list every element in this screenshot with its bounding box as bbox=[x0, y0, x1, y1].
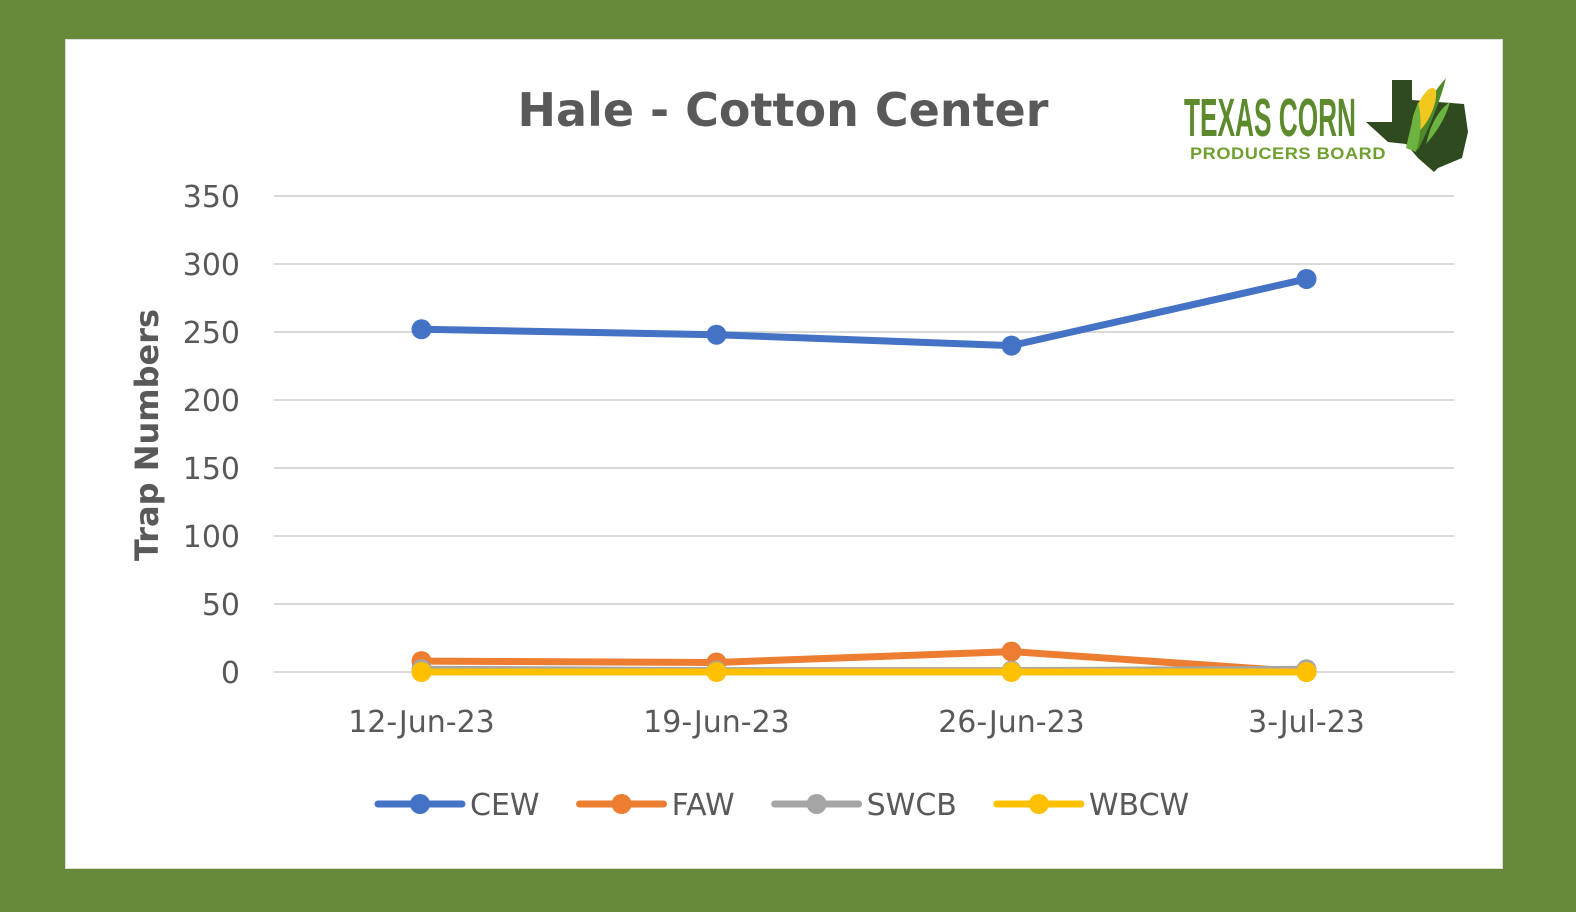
data-point-cew bbox=[1296, 268, 1317, 289]
corn-cob-icon bbox=[1406, 78, 1450, 152]
y-tick-label: 150 bbox=[183, 452, 240, 487]
legend-label: FAW bbox=[672, 788, 735, 823]
series-line-faw bbox=[418, 648, 1310, 676]
x-tick-label: 26-Jun-23 bbox=[938, 705, 1085, 740]
x-tick-label: 12-Jun-23 bbox=[348, 705, 495, 740]
y-axis-label: Trap Numbers bbox=[128, 309, 166, 561]
legend-item-cew: CEW bbox=[374, 788, 540, 823]
data-point-wbcw bbox=[1296, 662, 1317, 682]
y-tick-label: 250 bbox=[183, 316, 240, 351]
data-point-wbcw bbox=[1001, 662, 1022, 682]
data-point-cew bbox=[1001, 335, 1022, 356]
chart-card: Hale - Cotton Center TEXAS CORN PRODUCER… bbox=[66, 40, 1502, 868]
data-point-cew bbox=[706, 324, 727, 345]
data-point-wbcw bbox=[411, 662, 432, 682]
logo-line-2: PRODUCERS BOARD bbox=[1190, 144, 1386, 163]
y-axis-ticks: 0 50 100 150 200 250 300 350 bbox=[183, 180, 240, 691]
y-tick-label: 0 bbox=[221, 656, 240, 691]
y-tick-label: 50 bbox=[202, 588, 240, 623]
data-point-faw bbox=[1001, 641, 1022, 662]
texas-corn-producers-board-logo: TEXAS CORN PRODUCERS BOARD bbox=[1184, 78, 1468, 172]
legend-swatch-marker bbox=[410, 794, 430, 814]
data-point-wbcw bbox=[706, 662, 727, 682]
legend: CEW FAW SWCB WBCW bbox=[374, 788, 1189, 823]
line-chart: Hale - Cotton Center TEXAS CORN PRODUCER… bbox=[128, 78, 1468, 823]
legend-swatch-marker bbox=[806, 794, 827, 814]
logo-line-1: TEXAS CORN bbox=[1184, 88, 1356, 148]
legend-swatch-marker bbox=[1028, 794, 1049, 814]
legend-item-faw: FAW bbox=[576, 788, 735, 823]
x-axis-ticks: 12-Jun-23 19-Jun-23 26-Jun-23 3-Jul-23 bbox=[348, 705, 1365, 740]
legend-item-wbcw: WBCW bbox=[993, 788, 1189, 823]
y-tick-label: 300 bbox=[183, 248, 240, 283]
data-point-cew bbox=[411, 319, 432, 340]
legend-label: WBCW bbox=[1089, 788, 1189, 823]
x-tick-label: 19-Jun-23 bbox=[643, 705, 790, 740]
legend-label: CEW bbox=[470, 788, 540, 823]
chart-title: Hale - Cotton Center bbox=[518, 83, 1049, 137]
legend-swatch-marker bbox=[611, 794, 632, 814]
y-tick-label: 100 bbox=[183, 520, 240, 555]
legend-label: SWCB bbox=[867, 788, 957, 823]
gridlines bbox=[274, 195, 1454, 673]
series-faw bbox=[411, 641, 1317, 682]
legend-item-swcb: SWCB bbox=[771, 788, 957, 823]
series-wbcw bbox=[411, 662, 1317, 682]
x-tick-label: 3-Jul-23 bbox=[1248, 705, 1365, 740]
y-tick-label: 200 bbox=[183, 384, 240, 419]
series-group bbox=[411, 268, 1317, 682]
series-cew bbox=[411, 268, 1317, 356]
series-line-cew bbox=[418, 275, 1310, 350]
y-tick-label: 350 bbox=[183, 180, 240, 215]
